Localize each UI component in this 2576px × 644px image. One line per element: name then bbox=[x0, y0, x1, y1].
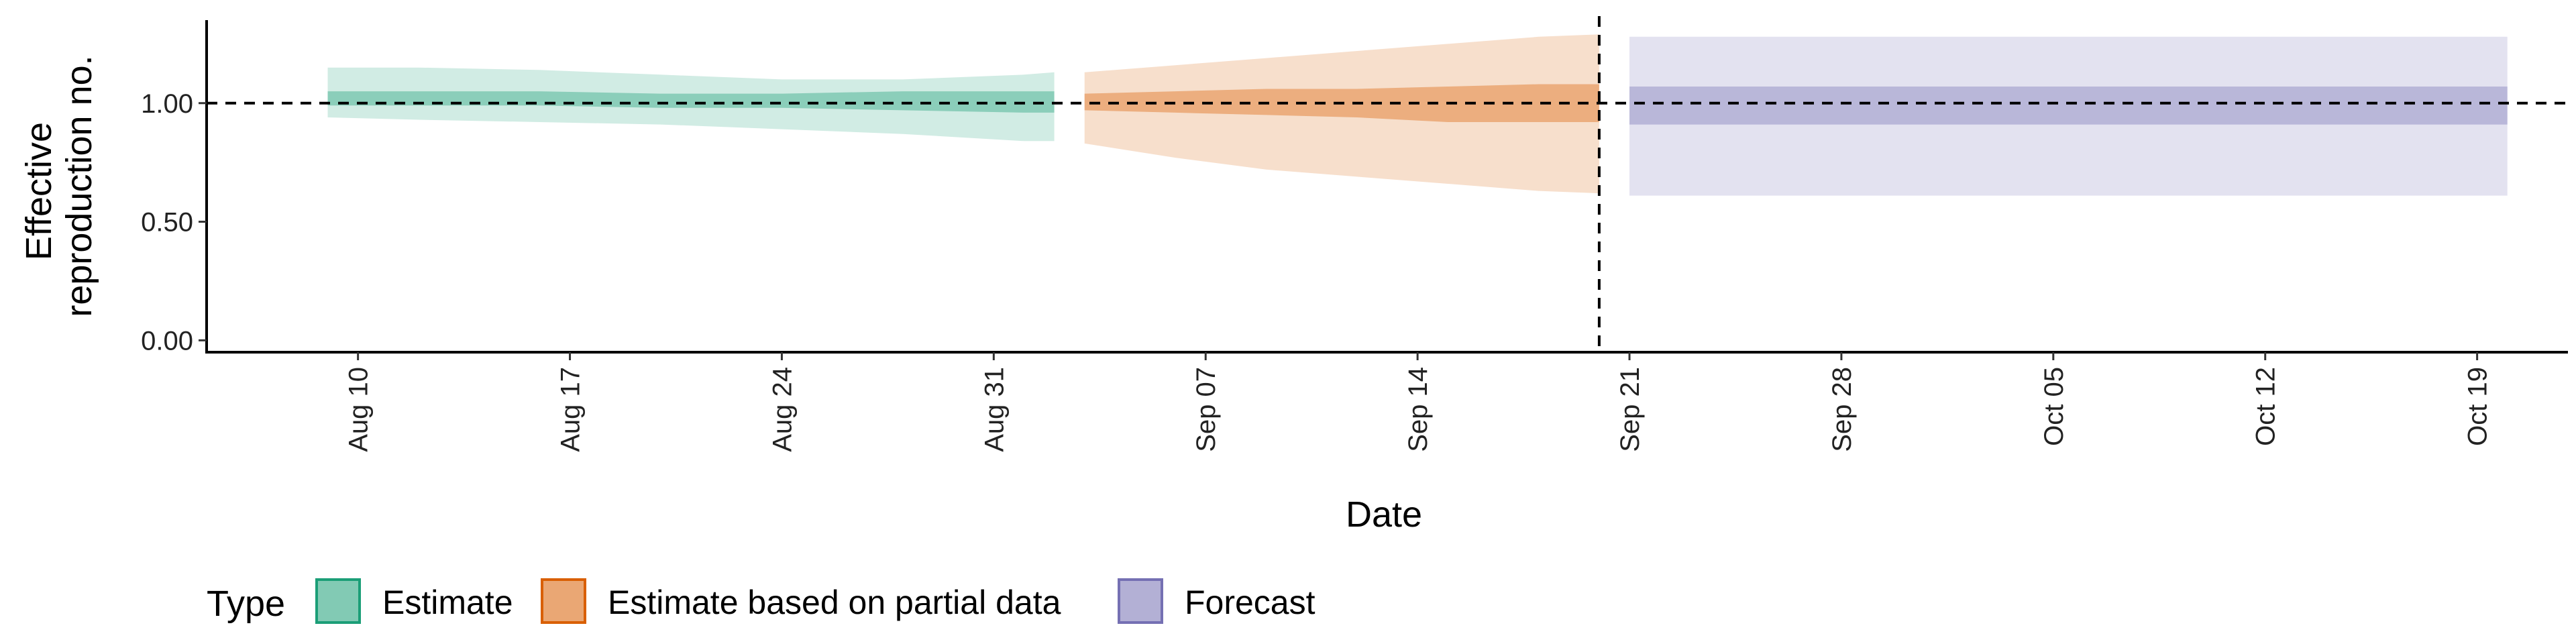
x-tick-label: Aug 31 bbox=[979, 367, 1009, 452]
y-axis-title-line-1: Effective bbox=[19, 122, 59, 260]
legend-label-estimate: Estimate bbox=[382, 584, 513, 621]
y-tick-label: 0.00 bbox=[141, 326, 193, 356]
x-tick-label: Sep 07 bbox=[1191, 367, 1221, 452]
x-tick-label: Aug 24 bbox=[767, 367, 797, 452]
x-ticks: Aug 10 Aug 17 Aug 24 Aug 31 Sep 07 Sep 14 Sep … bbox=[344, 352, 2493, 452]
legend-label-estimate-based-on-partial-data: Estimate based on partial data bbox=[608, 584, 1061, 621]
legend-key-estimate-based-on-partial-data bbox=[541, 578, 586, 624]
y-tick-label: 0.50 bbox=[141, 208, 193, 237]
legend: Type Estimate Estimate based on partial d… bbox=[207, 578, 1316, 624]
forecast-inner-band bbox=[1629, 87, 2508, 125]
legend-title: Type bbox=[207, 584, 285, 624]
x-tick-label: Sep 14 bbox=[1403, 367, 1433, 452]
axes bbox=[205, 20, 2568, 354]
legend-entries: Estimate Estimate based on partial data Fo… bbox=[315, 578, 1316, 624]
forecast-outer-band bbox=[1629, 36, 2508, 196]
legend-label-forecast: Forecast bbox=[1185, 584, 1316, 621]
x-tick-label: Oct 05 bbox=[2039, 367, 2069, 446]
estimate-based-on-partial-data-outer-band bbox=[1084, 34, 1599, 194]
legend-key-forecast bbox=[1118, 578, 1163, 624]
x-tick-label: Oct 19 bbox=[2463, 367, 2493, 446]
y-axis-title-line-2: reproduction no. bbox=[59, 55, 99, 317]
x-axis-title: Date bbox=[1346, 494, 1422, 535]
estimate-outer-band bbox=[327, 67, 1055, 142]
y-tick-label: 1.00 bbox=[141, 89, 193, 119]
legend-key-estimate bbox=[315, 578, 361, 624]
x-tick-label: Sep 28 bbox=[1827, 367, 1857, 452]
x-tick-label: Aug 17 bbox=[556, 367, 586, 452]
estimate-inner-band bbox=[327, 91, 1055, 113]
x-tick-label: Oct 12 bbox=[2251, 367, 2281, 446]
x-tick-label: Sep 21 bbox=[1615, 367, 1645, 452]
x-tick-label: Aug 10 bbox=[344, 367, 374, 452]
y-axis-title: Effective reproduction no. bbox=[19, 55, 99, 317]
ribbon-layer bbox=[327, 34, 2508, 196]
y-ticks: 0.00 0.50 1.00 bbox=[141, 89, 207, 356]
